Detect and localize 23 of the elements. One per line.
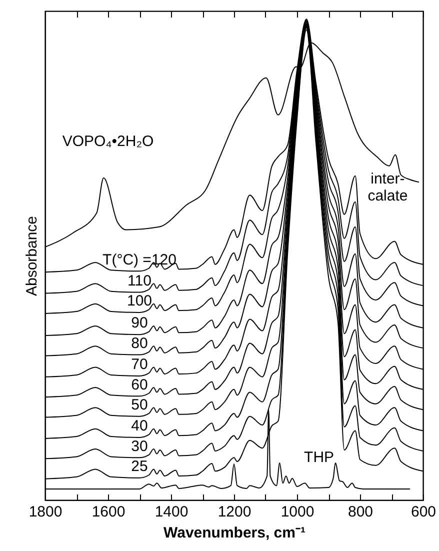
- series-label: 30: [131, 438, 148, 455]
- series-label: 70: [131, 356, 148, 374]
- series-label: THP: [304, 448, 334, 466]
- series-label: 40: [131, 418, 148, 435]
- x-tick-label: 600: [410, 504, 436, 520]
- text: VOPO₄•2H₂O: [62, 132, 154, 150]
- series-label: 60: [131, 376, 148, 394]
- annotation: inter- calate: [368, 170, 408, 204]
- series-label: 80: [131, 334, 148, 352]
- x-tick-label: 1000: [280, 504, 314, 520]
- x-tick-label: 1800: [28, 504, 62, 520]
- x-tick-label: 1400: [154, 504, 188, 520]
- y-axis-title: Absorbance: [24, 216, 40, 296]
- x-tick-label: 1200: [218, 504, 252, 520]
- series-label: 110: [128, 272, 152, 290]
- series-label: 100: [126, 292, 152, 310]
- series-label: T(°C) =120: [102, 251, 176, 268]
- series-label: 25: [131, 458, 148, 476]
- x-tick-label: 1600: [92, 504, 126, 520]
- series-label: 50: [131, 396, 148, 414]
- x-tick-label: 800: [348, 504, 374, 520]
- series-label: 90: [131, 314, 148, 332]
- x-axis-title: Wavenumbers, cm⁻¹: [164, 524, 306, 542]
